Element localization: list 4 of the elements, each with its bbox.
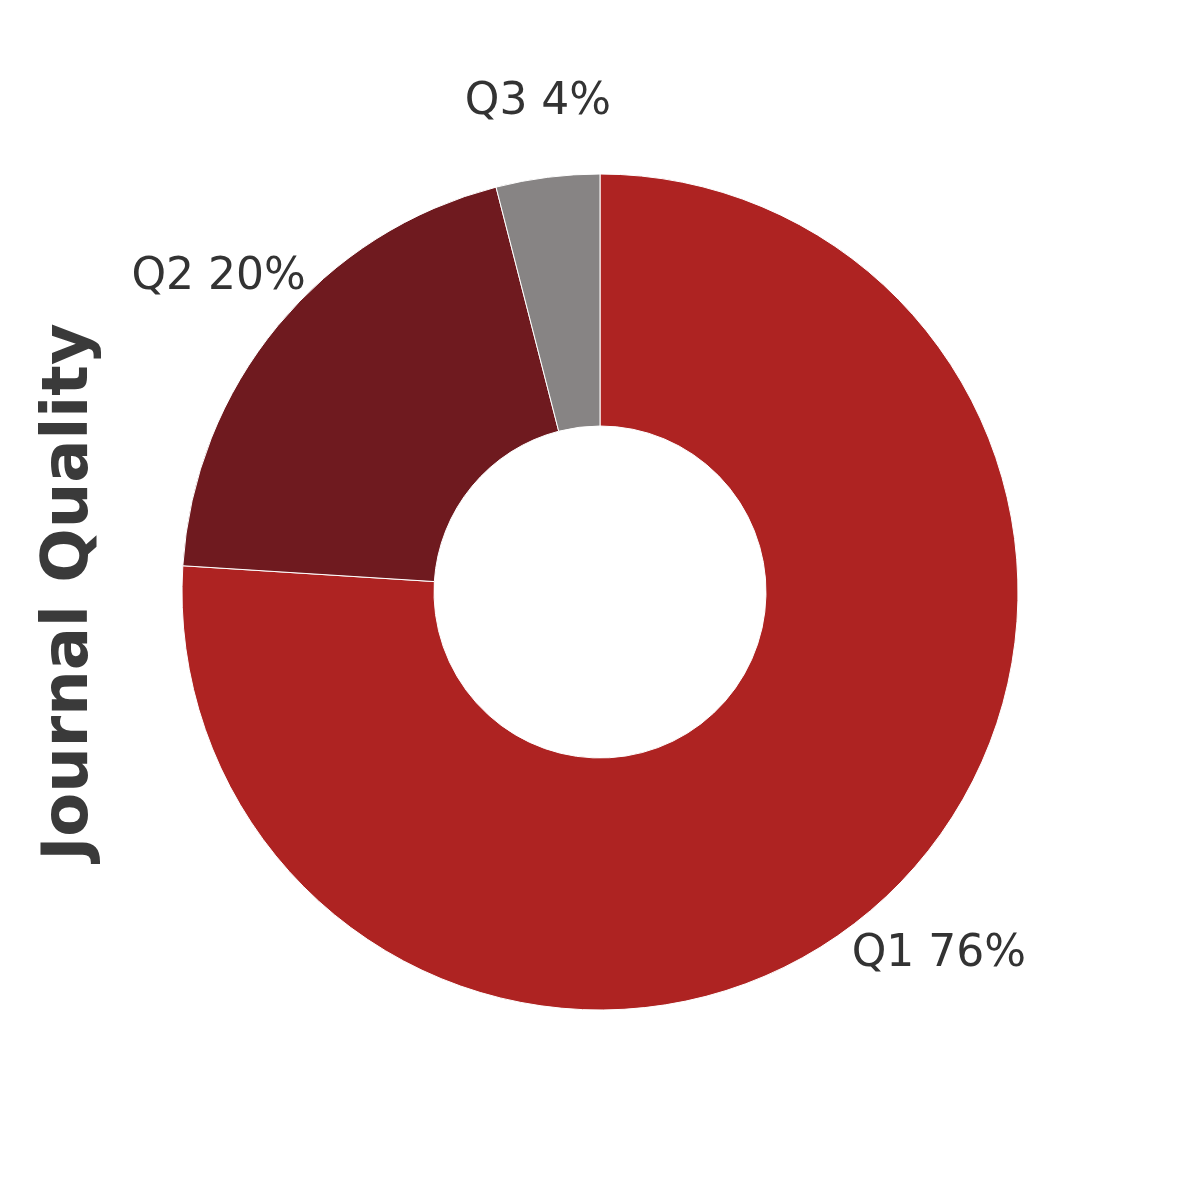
slice-label: Q3 4% [464, 72, 612, 124]
slice-label: Q2 20% [131, 248, 306, 300]
text: Journal Quality [28, 323, 102, 865]
slice-label: Q1 76% [851, 924, 1027, 976]
